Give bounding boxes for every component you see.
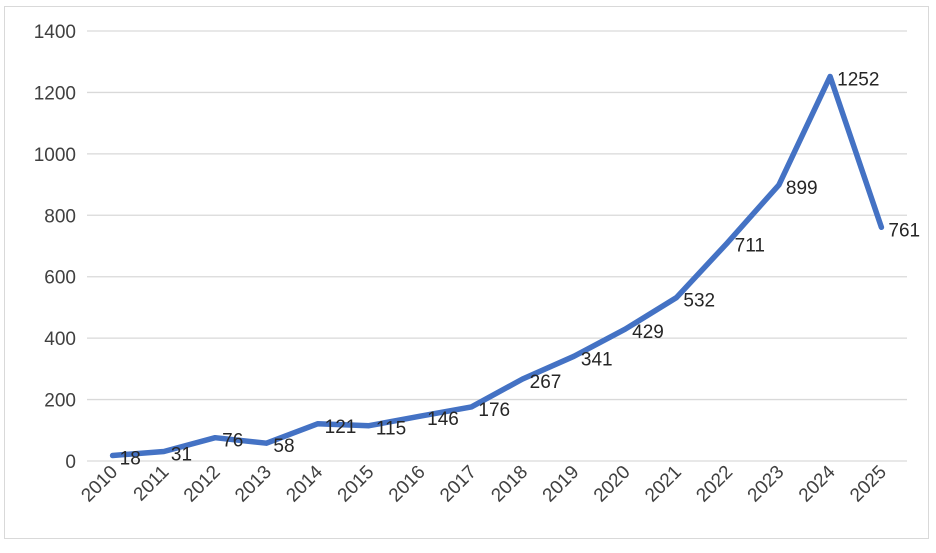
y-tick-label: 800 (44, 206, 76, 227)
data-point (776, 182, 782, 188)
data-label: 76 (222, 431, 243, 452)
data-point (520, 376, 526, 382)
data-point (366, 423, 372, 429)
data-point (263, 440, 269, 446)
data-point (827, 73, 833, 79)
data-label: 121 (325, 417, 357, 438)
data-label: 711 (735, 236, 765, 257)
x-tick-label: 2012 (180, 462, 225, 507)
y-tick-label: 1400 (34, 22, 76, 43)
data-point (212, 435, 218, 441)
data-point (725, 240, 731, 246)
x-tick-label: 2022 (692, 462, 737, 507)
data-label: 267 (530, 372, 562, 393)
x-tick-label: 2017 (436, 462, 481, 507)
data-label: 1252 (837, 69, 879, 90)
data-point (110, 452, 116, 458)
x-tick-label: 2014 (282, 461, 327, 506)
data-label: 899 (786, 178, 818, 199)
data-point (878, 224, 884, 230)
data-point (622, 326, 628, 332)
x-tick-label: 2023 (744, 462, 789, 507)
y-tick-label: 1200 (34, 83, 76, 104)
data-point (673, 295, 679, 301)
data-label: 58 (273, 436, 294, 457)
y-tick-label: 400 (44, 329, 76, 350)
data-label: 761 (888, 220, 920, 241)
x-tick-label: 2021 (641, 462, 686, 507)
data-label: 532 (683, 291, 715, 312)
x-tick-label: 2016 (385, 462, 430, 507)
x-tick-label: 2015 (334, 462, 379, 507)
data-point (161, 448, 167, 454)
x-tick-label: 2013 (231, 462, 276, 507)
series-line (109, 73, 885, 459)
x-tick-label: 2010 (77, 462, 122, 507)
y-tick-label: 1000 (34, 145, 76, 166)
x-tick-label: 2019 (539, 462, 584, 507)
data-point (468, 404, 474, 410)
x-tick-label: 2024 (795, 461, 840, 506)
x-tick-label: 2025 (846, 462, 891, 507)
x-tick-label: 2018 (487, 462, 532, 507)
data-label: 341 (581, 349, 613, 370)
y-tick-label: 200 (44, 391, 76, 412)
data-point (571, 353, 577, 359)
x-tick-label: 2020 (590, 462, 635, 507)
data-point (417, 413, 423, 419)
data-label: 31 (171, 444, 192, 465)
data-label: 115 (376, 419, 406, 440)
data-label: 429 (632, 322, 664, 343)
data-label: 176 (478, 400, 510, 421)
y-tick-label: 0 (65, 452, 76, 473)
data-label: 18 (120, 448, 141, 469)
y-tick-label: 600 (44, 268, 76, 289)
data-point (315, 421, 321, 427)
data-label: 146 (427, 409, 459, 430)
